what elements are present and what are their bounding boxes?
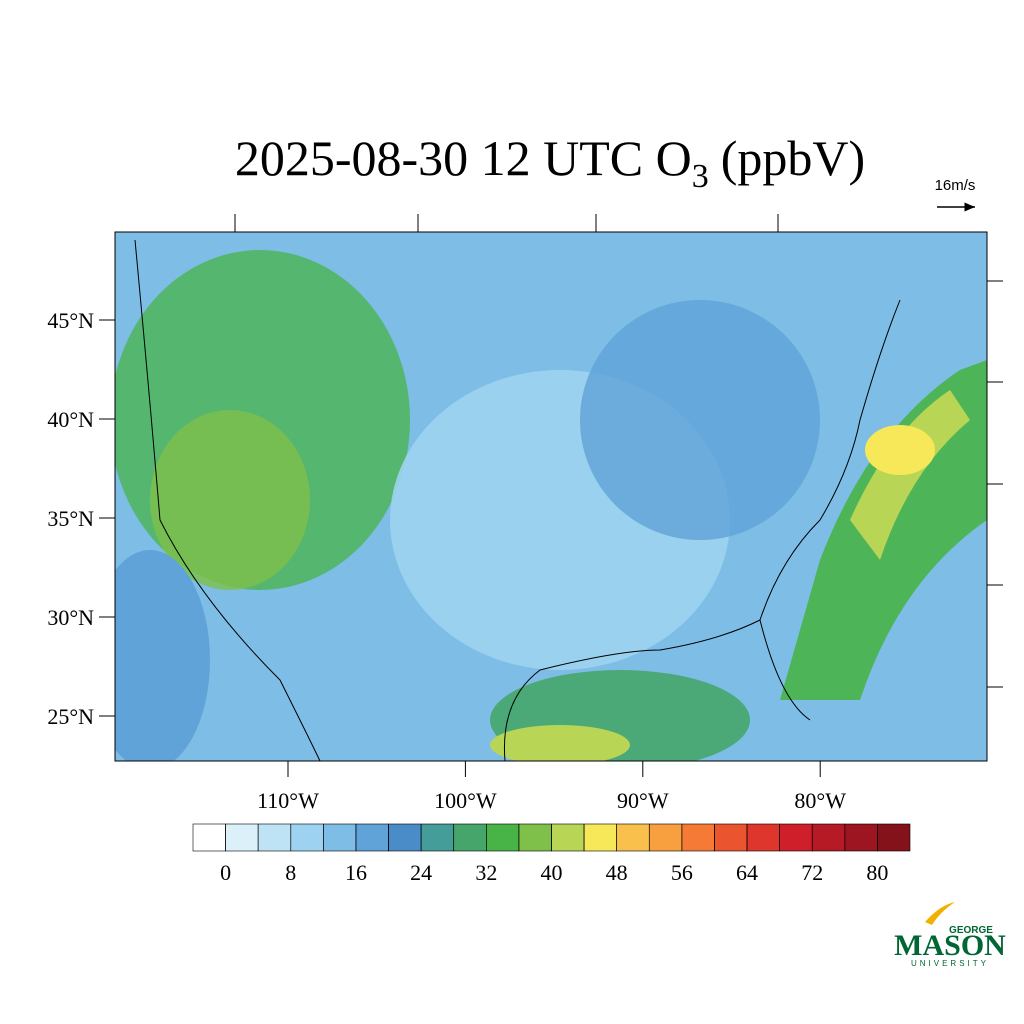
colorbar-label: 16: [345, 860, 367, 885]
lat-label: 25°N: [47, 704, 94, 729]
lon-label: 80°W: [794, 788, 846, 813]
colorbar-label: 0: [220, 860, 231, 885]
colorbar-label: 8: [285, 860, 296, 885]
title: 2025-08-30 12 UTC O3 (ppbV): [235, 130, 865, 195]
colorbar-label: 56: [671, 860, 693, 885]
colorbar-box: [551, 823, 585, 852]
colorbar-label: 40: [541, 860, 563, 885]
lon-label: 90°W: [617, 788, 669, 813]
colorbar-box: [714, 823, 748, 852]
logo: GEORGE MASON UNIVERSITY: [894, 902, 1006, 968]
colorbar-box: [225, 823, 259, 852]
colorbar-box: [257, 823, 292, 852]
colorbar-box: [681, 823, 715, 852]
title-subscript: 3: [692, 158, 709, 195]
colorbar-box: [323, 823, 357, 852]
title-suffix: (ppbV): [721, 130, 865, 186]
colorbar-label: 80: [866, 860, 888, 885]
colorbar-label: 64: [736, 860, 758, 885]
map-frame: [114, 231, 988, 762]
colorbar-label: 48: [606, 860, 628, 885]
lat-label: 45°N: [47, 308, 94, 333]
lat-label: 30°N: [47, 605, 94, 630]
lon-label: 100°W: [434, 788, 497, 813]
colorbar-box: [746, 823, 780, 852]
lat-label: 40°N: [47, 407, 94, 432]
logo-top: GEORGE: [949, 925, 993, 936]
colorbar-box: [388, 823, 422, 852]
colorbar-label: 24: [410, 860, 432, 885]
vector-reference-label: 16m/s: [935, 177, 976, 194]
lon-label: 110°W: [257, 788, 319, 813]
colorbar-box: [877, 823, 911, 852]
colorbar-box: [518, 823, 552, 852]
title-main: 2025-08-30 12 UTC O: [235, 130, 692, 186]
colorbar-box: [355, 823, 389, 852]
colorbar-box: [844, 823, 878, 852]
logo-bottom: UNIVERSITY: [911, 959, 989, 968]
colorbar-box: [616, 823, 650, 852]
ozone-field: [115, 232, 987, 761]
colorbar-label: 32: [475, 860, 497, 885]
colorbar-box: [420, 823, 455, 852]
colorbar-box: [779, 823, 813, 852]
colorbar-box: [192, 823, 226, 852]
colorbar-box: [486, 823, 520, 852]
projection-ticks: [234, 214, 1003, 688]
colorbar-box: [811, 823, 846, 852]
colorbar-box: [648, 823, 683, 852]
colorbar-label: 72: [801, 860, 823, 885]
colorbar-box: [583, 823, 617, 852]
lat-label: 35°N: [47, 506, 94, 531]
colorbar-box: [453, 823, 487, 852]
logo-main: MASON: [894, 929, 1006, 962]
colorbar-box: [290, 823, 324, 852]
